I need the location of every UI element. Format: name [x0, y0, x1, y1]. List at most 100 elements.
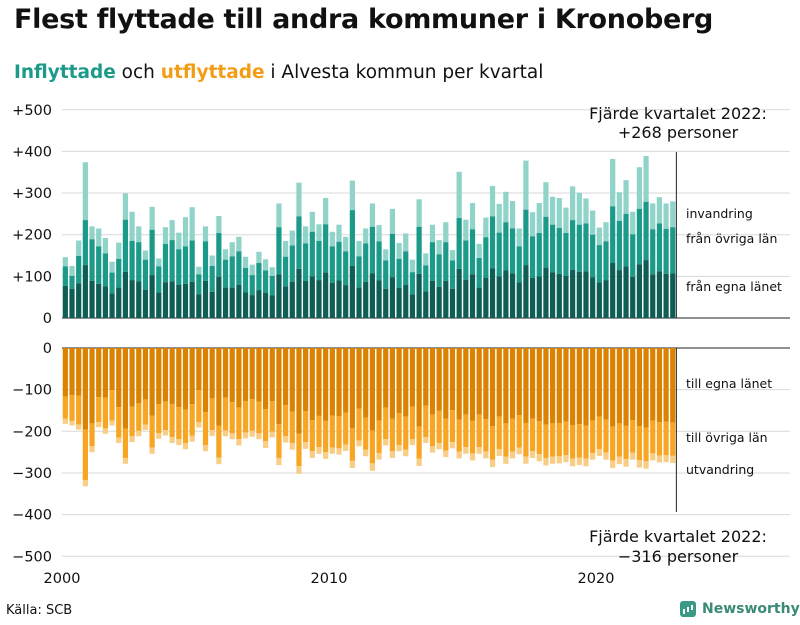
bar-fran-egna-lanet	[69, 288, 75, 318]
bar-invandring	[109, 261, 115, 273]
bar-fran-egna-lanet	[449, 288, 456, 318]
bar-fran-egna-lanet	[396, 288, 402, 318]
bar-fran-ovriga-lan	[343, 251, 349, 286]
bar-fran-ovriga-lan	[216, 233, 222, 277]
grid-lines	[62, 109, 790, 557]
bar-fran-egna-lanet	[209, 291, 215, 318]
bar-fran-ovriga-lan	[463, 240, 469, 280]
bar-utvandring	[429, 446, 436, 453]
bar-invandring	[509, 200, 516, 229]
bar-till-ovriga-lan	[523, 422, 529, 457]
bar-fran-ovriga-lan	[389, 233, 396, 278]
bar-till-egna-lanet	[296, 348, 302, 434]
bar-utvandring	[116, 437, 122, 443]
bar-fran-ovriga-lan	[483, 237, 489, 279]
bar-till-egna-lanet	[356, 348, 362, 409]
bar-till-ovriga-lan	[363, 417, 369, 450]
bar-utvandring	[456, 451, 462, 459]
bar-till-ovriga-lan	[469, 420, 476, 454]
bar-fran-ovriga-lan	[423, 265, 429, 292]
bar-till-ovriga-lan	[463, 414, 469, 448]
bar-fran-egna-lanet	[336, 280, 342, 318]
bar-till-egna-lanet	[262, 348, 269, 410]
bar-till-egna-lanet	[149, 348, 155, 416]
bar-till-ovriga-lan	[323, 420, 329, 453]
bar-invandring	[570, 186, 576, 221]
bar-invandring	[142, 250, 149, 260]
bar-till-egna-lanet	[436, 348, 442, 411]
x-tick-label: 2000	[44, 571, 81, 587]
x-tick-label: 2010	[311, 571, 348, 587]
bar-fran-ovriga-lan	[69, 275, 75, 289]
bar-fran-egna-lanet	[643, 260, 649, 318]
bar-invandring	[630, 211, 636, 235]
bar-invandring	[670, 201, 676, 228]
bar-fran-egna-lanet	[556, 273, 562, 318]
bar-invandring	[610, 158, 616, 207]
bar-utvandring	[650, 453, 656, 461]
bar-invandring	[616, 192, 622, 221]
series-label-fran-egna-lanet: från egna länet	[686, 279, 782, 294]
y-tick-label: +300	[12, 186, 52, 202]
bar-till-egna-lanet	[383, 348, 389, 408]
bar-invandring	[82, 162, 88, 221]
bar-fran-egna-lanet	[149, 275, 155, 318]
bar-utvandring	[570, 458, 576, 467]
bar-fran-ovriga-lan	[229, 256, 235, 288]
bar-fran-egna-lanet	[429, 280, 436, 318]
bar-till-egna-lanet	[483, 348, 489, 420]
bar-utvandring	[316, 447, 322, 454]
bar-till-egna-lanet	[229, 348, 235, 403]
bar-fran-egna-lanet	[616, 270, 622, 318]
bar-till-egna-lanet	[276, 348, 282, 425]
bar-till-ovriga-lan	[576, 424, 582, 458]
bar-invandring	[216, 215, 222, 234]
bar-invandring	[62, 257, 68, 267]
bar-invandring	[503, 191, 509, 223]
bar-till-egna-lanet	[610, 348, 616, 427]
bar-fran-ovriga-lan	[196, 274, 202, 295]
bar-utvandring	[129, 436, 135, 443]
bar-utvandring	[603, 452, 609, 460]
bar-till-egna-lanet	[503, 348, 509, 424]
bar-till-ovriga-lan	[82, 429, 88, 481]
bar-till-egna-lanet	[476, 348, 482, 415]
bar-utvandring	[563, 455, 569, 463]
bar-invandring	[316, 224, 322, 241]
bar-fran-egna-lanet	[489, 268, 496, 318]
bar-fran-ovriga-lan	[623, 213, 629, 267]
bar-till-ovriga-lan	[429, 414, 436, 447]
bar-fran-ovriga-lan	[269, 275, 275, 296]
bar-utvandring	[369, 463, 375, 471]
bar-till-egna-lanet	[456, 348, 462, 420]
bar-till-egna-lanet	[616, 348, 622, 424]
bar-fran-ovriga-lan	[449, 260, 456, 289]
y-tick-label: +200	[12, 228, 52, 244]
bar-fran-egna-lanet	[76, 283, 82, 318]
bar-till-ovriga-lan	[449, 410, 456, 443]
bar-fran-egna-lanet	[316, 280, 322, 318]
bar-fran-egna-lanet	[423, 291, 429, 318]
bar-till-ovriga-lan	[336, 416, 342, 449]
brand-logo[interactable]: Newsworthy	[680, 601, 800, 617]
bar-fran-egna-lanet	[176, 284, 182, 318]
bar-till-egna-lanet	[196, 348, 202, 391]
bar-fran-egna-lanet	[523, 265, 529, 318]
bar-till-ovriga-lan	[583, 425, 589, 459]
bar-fran-ovriga-lan	[643, 201, 649, 261]
bar-invandring	[476, 243, 482, 259]
bar-fran-egna-lanet	[142, 289, 149, 318]
bar-till-egna-lanet	[96, 348, 102, 398]
bar-till-egna-lanet	[463, 348, 469, 415]
bar-till-ovriga-lan	[182, 409, 189, 443]
bar-till-ovriga-lan	[409, 406, 416, 440]
bar-fran-ovriga-lan	[82, 220, 88, 266]
bar-till-egna-lanet	[590, 348, 596, 421]
bar-invandring	[242, 256, 249, 269]
bar-till-ovriga-lan	[69, 395, 75, 421]
bar-fran-ovriga-lan	[436, 254, 442, 287]
bar-invandring	[663, 203, 669, 229]
bar-fran-egna-lanet	[496, 276, 502, 318]
bar-till-egna-lanet	[650, 348, 656, 421]
bar-fran-egna-lanet	[222, 287, 229, 318]
